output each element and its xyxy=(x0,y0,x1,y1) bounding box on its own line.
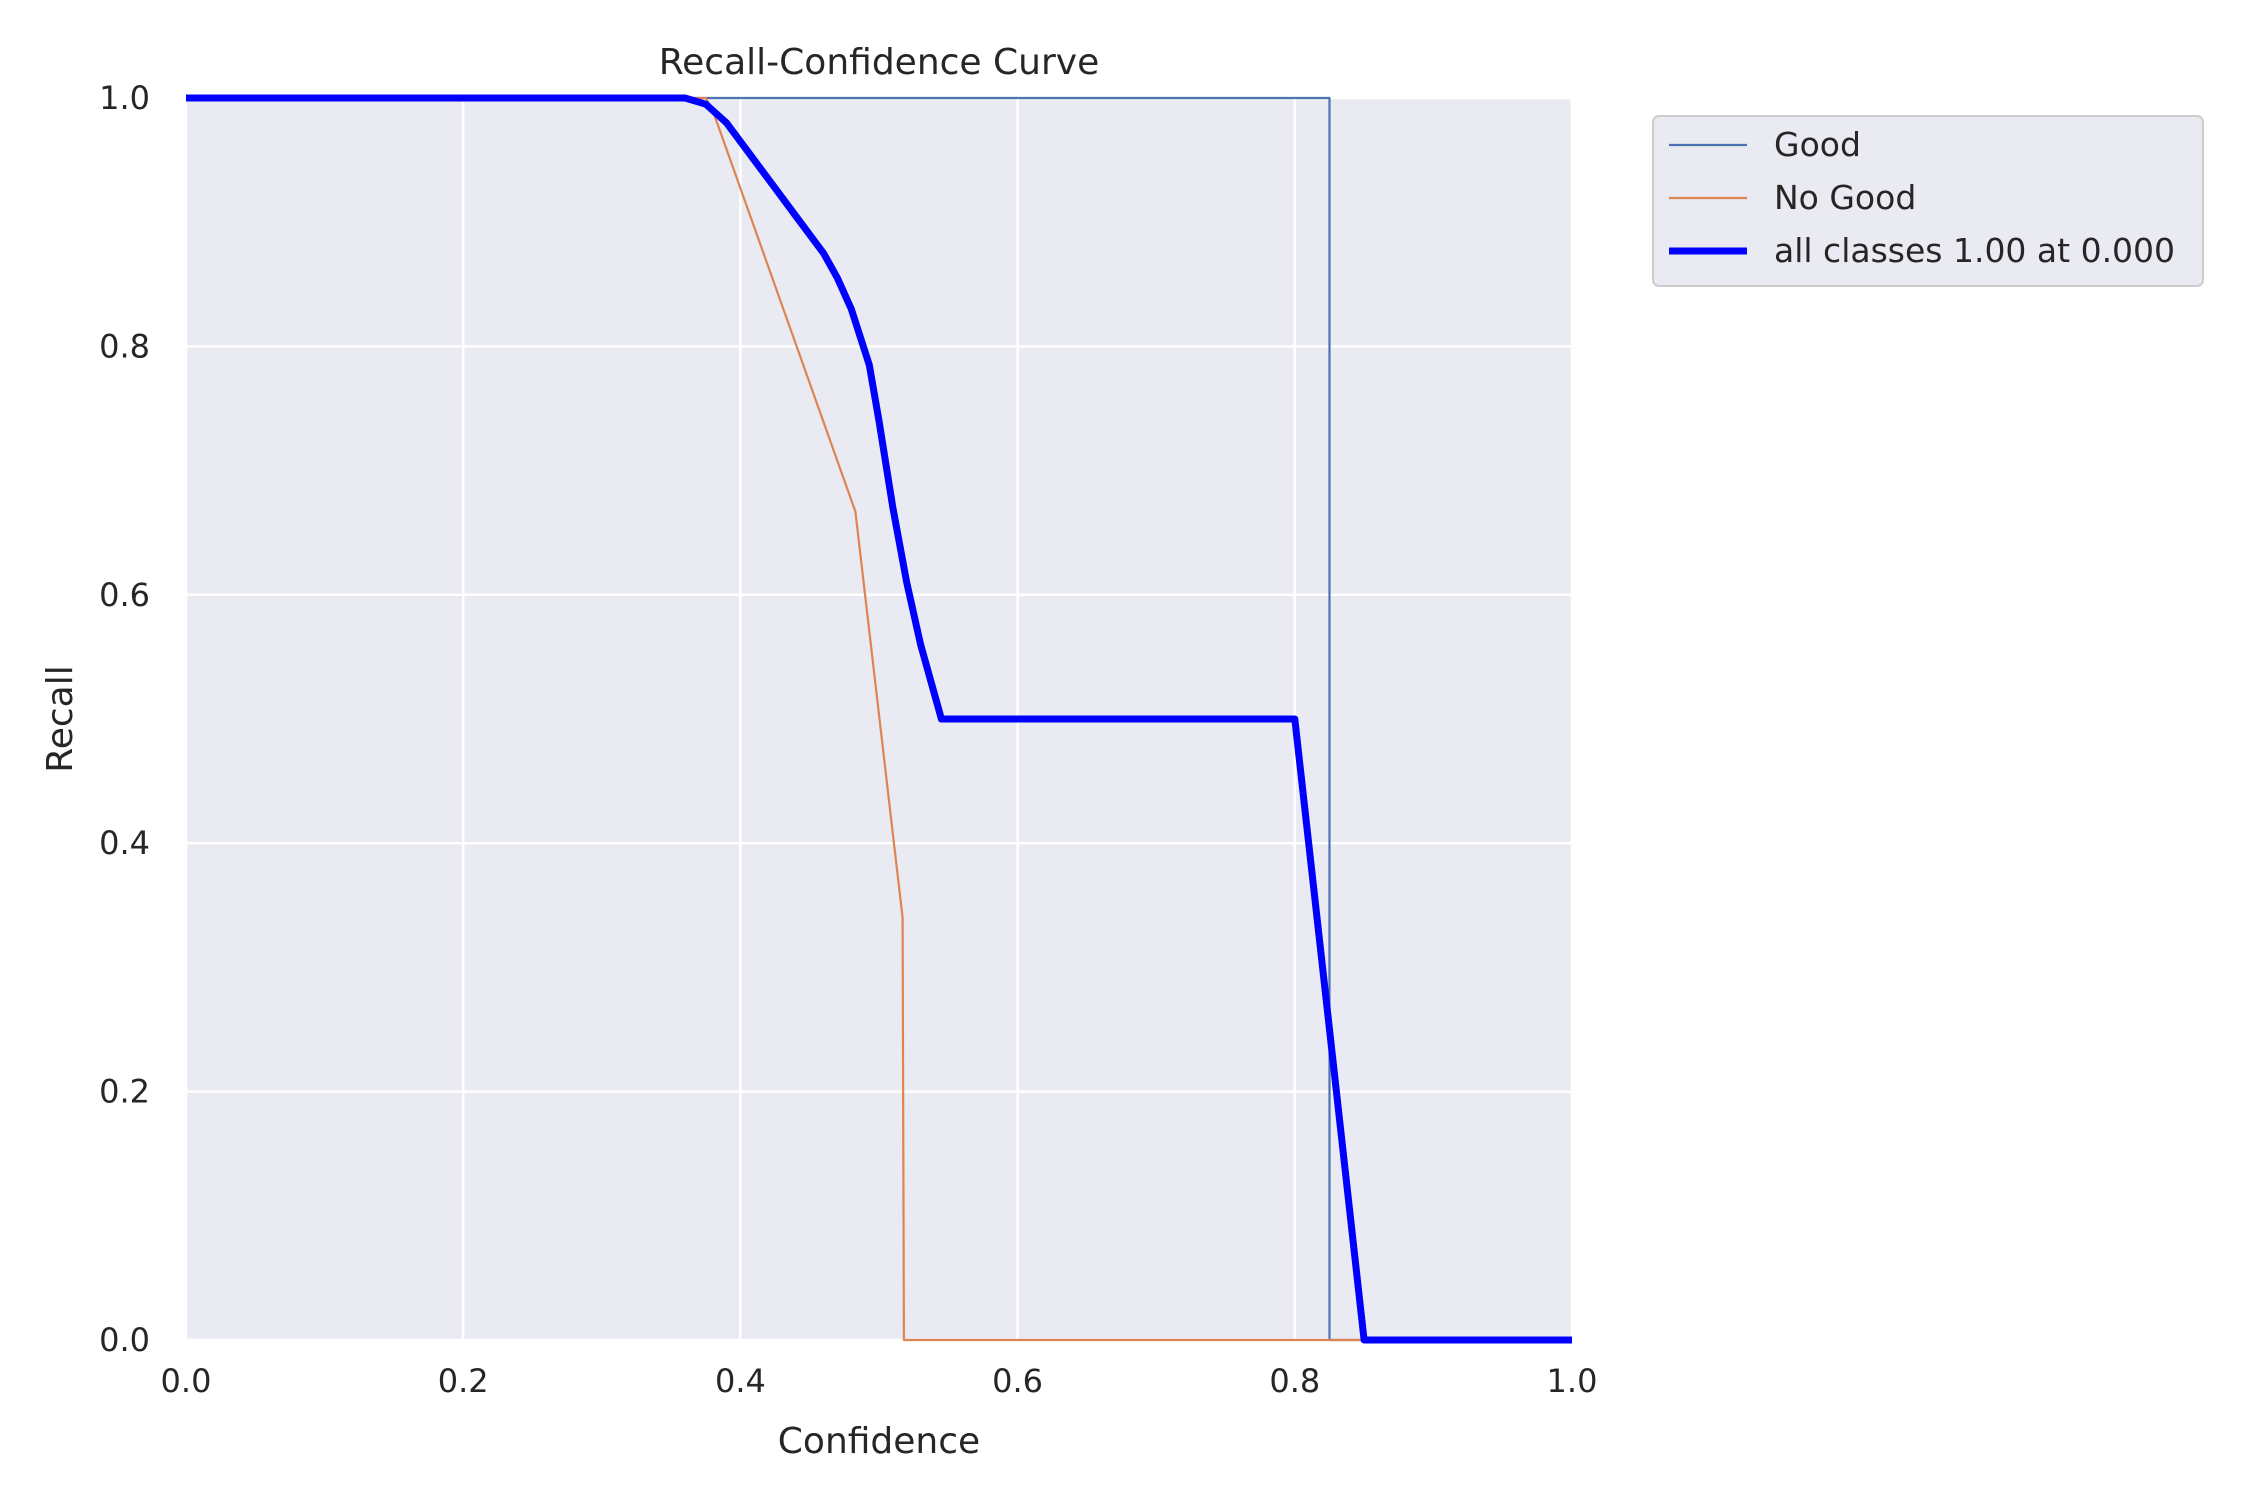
y-tick-label: 0.2 xyxy=(99,1073,150,1111)
x-axis-ticks: 0.0 0.2 0.4 0.6 0.8 1.0 xyxy=(161,1362,1598,1400)
legend-label-2: No Good xyxy=(1774,178,1916,217)
y-tick-label: 0.4 xyxy=(99,824,150,862)
y-axis-ticks: 0.0 0.2 0.4 0.6 0.8 1.0 xyxy=(99,79,150,1359)
grid-lines xyxy=(184,96,1574,1342)
x-tick-label: 1.0 xyxy=(1547,1362,1598,1400)
legend-label-3: all classes 1.00 at 0.000 xyxy=(1774,231,2175,270)
x-tick-label: 0.0 xyxy=(161,1362,212,1400)
series-line-2 xyxy=(186,96,1572,1342)
y-tick-label: 0.0 xyxy=(99,1321,150,1359)
y-tick-label: 1.0 xyxy=(99,79,150,117)
x-tick-label: 0.6 xyxy=(992,1362,1043,1400)
legend-box xyxy=(1652,115,2204,287)
x-tick-label: 0.2 xyxy=(438,1362,489,1400)
chart-title: Recall-Confidence Curve xyxy=(659,42,1099,83)
series-lines xyxy=(186,94,1572,1344)
y-tick-label: 0.6 xyxy=(99,576,150,614)
legend-label-1: Good xyxy=(1774,125,1861,164)
x-tick-label: 0.8 xyxy=(1269,1362,1320,1400)
y-tick-label: 0.8 xyxy=(99,327,150,365)
legend: Good No Good all classes 1.00 at 0.000 xyxy=(1652,115,2204,287)
x-tick-label: 0.4 xyxy=(715,1362,766,1400)
x-axis-label: Confidence xyxy=(778,1421,980,1462)
series-line-3 xyxy=(186,94,1572,1344)
y-axis-label: Recall xyxy=(40,665,81,772)
